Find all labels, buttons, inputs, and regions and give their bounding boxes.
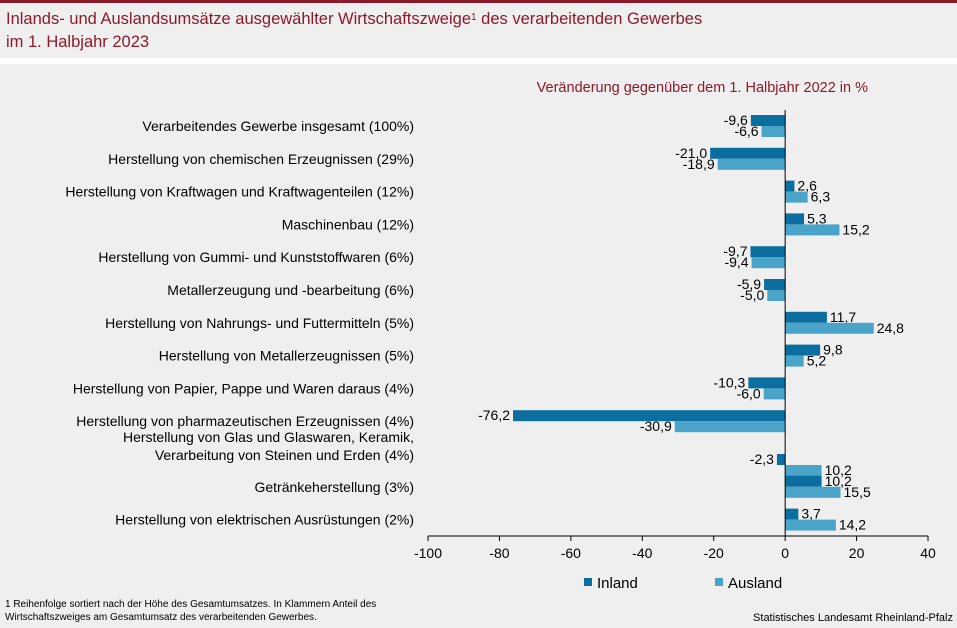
category-label-12: Herstellung von elektrischen Ausrüstunge…: [115, 512, 414, 528]
inland-value-label-5: -5,9: [737, 276, 761, 292]
inland-bar-11: [785, 475, 822, 487]
category-label-2: Herstellung von Kraftwagen und Kraftwage…: [65, 184, 414, 200]
category-label-0: Verarbeitendes Gewerbe insgesamt (100%): [142, 118, 414, 134]
category-label-10-line0: Herstellung von Glas und Glaswaren, Kera…: [123, 429, 414, 445]
ausland-bar-3: [785, 224, 840, 236]
ausland-value-label-8: -6,0: [737, 385, 761, 401]
chart-title: Inlands- und Auslandsumsätze ausgewählte…: [6, 8, 946, 54]
inland-value-label-6: 11,7: [830, 309, 856, 325]
inland-value-label-9: -76,2: [478, 407, 510, 423]
ausland-value-label-5: -5,0: [740, 287, 764, 303]
category-label-8: Herstellung von Papier, Pappe und Waren …: [73, 380, 414, 396]
inland-value-label-7: 9,8: [823, 342, 843, 358]
x-tick-label-3: -40: [632, 545, 652, 561]
title-text: Inlands- und Auslandsumsätze ausgewählte…: [6, 10, 471, 28]
inland-value-label-11: 10,2: [825, 473, 852, 489]
ausland-value-label-0: -6,6: [734, 123, 758, 139]
ausland-bar-9: [674, 421, 786, 433]
ausland-bar-11: [785, 486, 841, 498]
inland-value-label-12: 3,7: [801, 506, 821, 522]
inland-bar-3: [785, 213, 805, 225]
footnote-line1: 1 Reihenfolge sortiert nach der Höhe des…: [5, 599, 377, 610]
legend-swatch-inland: [584, 578, 592, 586]
category-label-1: Herstellung von chemischen Erzeugnissen …: [108, 151, 414, 167]
ausland-value-label-4: -9,4: [724, 254, 748, 270]
inland-bar-7: [785, 344, 821, 356]
inland-value-label-4: -9,7: [723, 243, 747, 259]
ausland-value-label-12: 14,2: [839, 517, 866, 533]
inland-bar-2: [785, 180, 795, 192]
inland-value-label-1: -21,0: [675, 145, 707, 161]
legend-swatch-ausland: [715, 578, 723, 586]
source-note: Statistisches Landesamt Rheinland-Pfalz: [753, 612, 953, 624]
title-text-cont: des verarbeitenden Gewerbes: [476, 10, 703, 28]
category-label-5: Metallerzeugung und -bearbeitung (6%): [167, 282, 414, 298]
x-tick-label-0: -100: [414, 545, 442, 561]
inland-value-label-0: -9,6: [724, 112, 748, 128]
title-line2: im 1. Halbjahr 2023: [6, 33, 150, 51]
ausland-value-label-7: 5,2: [807, 353, 827, 369]
inland-bar-8: [748, 377, 786, 389]
inland-bar-9: [513, 410, 786, 422]
inland-value-label-2: 2,6: [797, 178, 817, 194]
ausland-bar-2: [785, 191, 808, 203]
inland-value-label-3: 5,3: [807, 210, 827, 226]
ausland-value-label-9: -30,9: [640, 418, 672, 434]
ausland-value-label-2: 6,3: [811, 189, 831, 205]
category-label-3: Maschinenbau (12%): [282, 216, 414, 232]
ausland-value-label-1: -18,9: [683, 156, 715, 172]
ausland-bar-8: [763, 388, 786, 400]
legend-label-ausland: Ausland: [728, 575, 782, 592]
ausland-bar-6: [785, 322, 874, 334]
separator: [0, 58, 957, 64]
x-tick-label-2: -60: [561, 545, 581, 561]
inland-bar-5: [764, 279, 786, 290]
inland-bar-6: [785, 311, 827, 323]
ausland-bar-4: [751, 257, 786, 269]
ausland-value-label-10: 10,2: [825, 462, 852, 478]
category-label-7: Herstellung von Metallerzeugnissen (5%): [159, 348, 414, 364]
ausland-value-label-11: 15,5: [844, 484, 871, 500]
category-label-6: Herstellung von Nahrungs- und Futtermitt…: [105, 315, 414, 331]
inland-bar-4: [750, 246, 786, 258]
category-label-9: Herstellung von pharmazeutischen Erzeugn…: [76, 413, 414, 429]
ausland-bar-1: [717, 158, 786, 170]
header: Inlands- und Auslandsumsätze ausgewählte…: [0, 3, 957, 58]
inland-value-label-8: -10,3: [713, 374, 745, 390]
x-tick-label-7: 40: [920, 545, 936, 561]
category-label-4: Herstellung von Gummi- und Kunststoffwar…: [98, 249, 414, 265]
ausland-bar-12: [785, 519, 836, 531]
x-tick-label-4: -20: [704, 545, 724, 561]
footnote-line2: Wirtschaftszweiges am Gesamtumsatz des v…: [5, 612, 317, 623]
ausland-bar-7: [785, 355, 804, 367]
ausland-value-label-6: 24,8: [877, 320, 904, 336]
title-footnote-mark: 1: [471, 12, 477, 23]
x-tick-label-6: 20: [849, 545, 865, 561]
inland-bar-0: [750, 115, 786, 126]
inland-bar-12: [785, 508, 799, 520]
ausland-value-label-3: 15,2: [842, 221, 869, 237]
chart-subtitle: Veränderung gegenüber dem 1. Halbjahr 20…: [537, 80, 868, 96]
category-label-10-line1: Verarbeitung von Steinen und Erden (4%): [155, 447, 414, 463]
ausland-bar-0: [761, 126, 786, 137]
footnote: 1 Reihenfolge sortiert nach der Höhe des…: [5, 598, 465, 624]
inland-value-label-10: -2,3: [750, 451, 774, 467]
inland-bar-10: [776, 454, 786, 465]
ausland-bar-5: [767, 290, 786, 301]
top-accent-rule: [0, 0, 957, 3]
x-tick-label-1: -80: [489, 545, 509, 561]
category-label-11: Getränkeherstellung (3%): [254, 479, 414, 495]
legend-label-inland: Inland: [597, 575, 638, 592]
ausland-bar-10: [785, 465, 822, 476]
inland-bar-1: [710, 147, 786, 159]
x-tick-label-5: 0: [781, 545, 789, 561]
